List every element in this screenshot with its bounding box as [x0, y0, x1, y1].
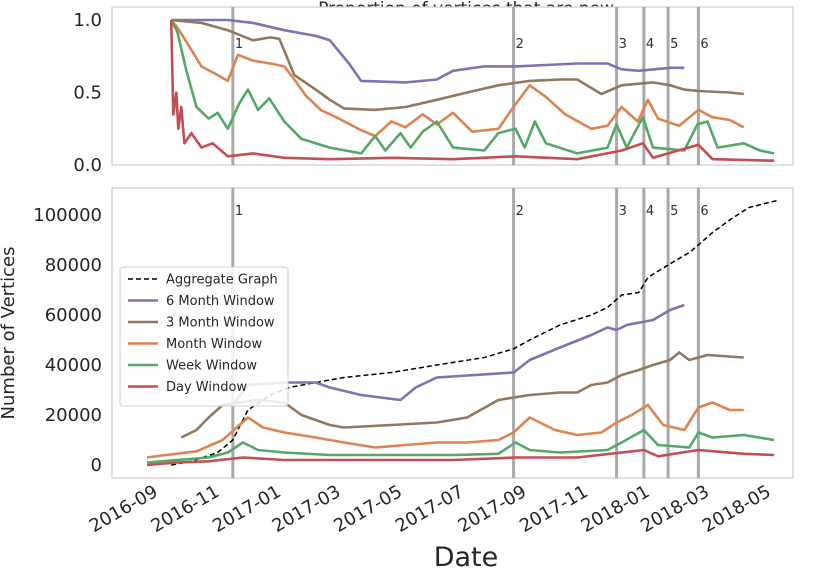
event-label: 5 [670, 37, 678, 52]
event-label: 3 [619, 204, 627, 219]
legend-entry: Week Window [166, 359, 257, 374]
y-tick-label: 0.0 [73, 155, 102, 176]
series-line [171, 18, 685, 84]
y-tick-label: 1.0 [73, 10, 102, 31]
x-tick-label: 2017-05 [330, 481, 406, 537]
event-label: 6 [700, 204, 708, 219]
legend-entry: Day Window [166, 380, 247, 395]
series-line [169, 19, 775, 162]
legend: Aggregate Graph 6 Month Window 3 Month Win… [119, 266, 289, 407]
series-line [146, 448, 775, 467]
y-tick-label: 0.5 [73, 83, 102, 104]
x-tick-label: 2016-09 [86, 481, 162, 537]
event-label: 3 [619, 37, 627, 52]
y-tick-label: 100000 [33, 205, 102, 226]
legend-entry: 6 Month Window [166, 294, 275, 309]
series-line [171, 199, 780, 466]
event-markers: 1 2 3 4 5 6 [231, 7, 709, 165]
y-tick-label: 60000 [45, 305, 102, 326]
x-tick-label: 2017-07 [392, 481, 468, 537]
legend-entry: 3 Month Window [166, 316, 275, 331]
y-tick-label: 20000 [45, 405, 102, 426]
x-tick-label: 2018-05 [699, 481, 775, 537]
x-tick-label: 2018-03 [637, 481, 713, 537]
legend-entry: Aggregate Graph [166, 273, 278, 288]
top-chart-panel: 0.0 0.5 1.0 1 2 3 4 5 6 [73, 6, 794, 176]
x-tick-label: 2017-11 [516, 481, 592, 537]
legend-entry: Month Window [166, 337, 263, 352]
legend-box [119, 266, 289, 407]
y-tick-label: 40000 [45, 355, 102, 376]
event-label: 1 [235, 37, 243, 52]
x-tick-label: 2017-09 [454, 481, 530, 537]
x-axis-label: Date [434, 542, 499, 573]
x-tick-label: 2017-03 [269, 481, 345, 537]
series-line [146, 401, 744, 459]
series-line [171, 18, 744, 112]
x-tick-label: 2016-11 [147, 481, 223, 537]
series-line [170, 19, 745, 138]
series-line [170, 19, 775, 155]
y-axis-label: Number of Vertices [0, 247, 19, 420]
event-label: 1 [235, 204, 243, 219]
event-label: 2 [516, 37, 524, 52]
plot-frame [111, 6, 794, 166]
event-label: 6 [700, 37, 708, 52]
y-tick-label: 0 [91, 455, 102, 476]
event-label: 2 [516, 204, 524, 219]
event-label: 5 [670, 204, 678, 219]
series-line [146, 428, 775, 464]
event-label: 4 [646, 204, 654, 219]
event-label: 4 [646, 37, 654, 52]
series-line [231, 303, 685, 406]
series-group [169, 18, 775, 162]
y-tick-label: 80000 [45, 255, 102, 276]
